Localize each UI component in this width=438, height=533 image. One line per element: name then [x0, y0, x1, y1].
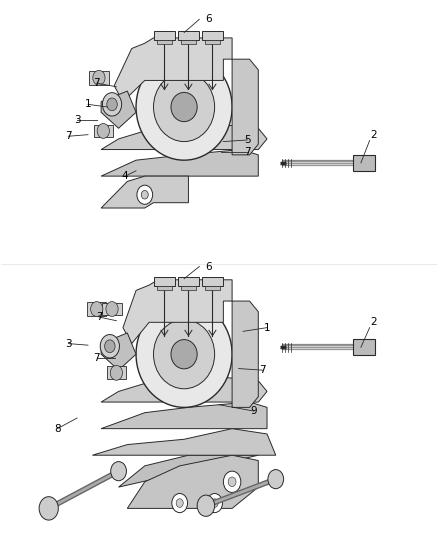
Circle shape [105, 340, 115, 353]
Text: 6: 6 [205, 14, 212, 25]
Circle shape [111, 462, 127, 481]
Polygon shape [101, 402, 267, 429]
Ellipse shape [153, 320, 215, 389]
Circle shape [107, 98, 117, 111]
Text: 4: 4 [122, 171, 128, 181]
Bar [178, 277, 199, 286]
Circle shape [97, 124, 110, 139]
Bar [94, 125, 113, 138]
Text: 3: 3 [74, 115, 81, 125]
Bar [156, 286, 172, 290]
Bar [102, 303, 122, 316]
Polygon shape [101, 123, 267, 150]
Text: 7: 7 [65, 131, 72, 141]
Polygon shape [92, 429, 276, 455]
Polygon shape [101, 176, 188, 208]
Circle shape [39, 497, 58, 520]
Bar [353, 340, 375, 356]
Text: 6: 6 [205, 262, 212, 271]
Bar [154, 277, 175, 286]
Polygon shape [101, 150, 258, 176]
Text: 7: 7 [244, 147, 251, 157]
Text: 5: 5 [244, 135, 251, 145]
Polygon shape [101, 333, 136, 370]
Text: 7: 7 [93, 353, 100, 363]
Bar [180, 40, 196, 44]
Ellipse shape [171, 92, 197, 122]
Bar [202, 31, 223, 39]
Circle shape [141, 190, 148, 199]
Text: 7: 7 [93, 78, 100, 88]
Bar [205, 40, 220, 44]
Circle shape [176, 499, 183, 507]
Bar [178, 31, 199, 39]
Ellipse shape [171, 340, 197, 369]
Polygon shape [232, 301, 258, 407]
Bar [89, 71, 109, 85]
Bar [87, 302, 106, 316]
Text: 2: 2 [371, 317, 377, 327]
Ellipse shape [136, 54, 232, 160]
Bar [180, 286, 196, 290]
Text: 3: 3 [65, 338, 72, 349]
Circle shape [106, 302, 118, 317]
Circle shape [137, 185, 152, 204]
Circle shape [102, 93, 122, 116]
Bar [154, 31, 175, 39]
Bar [156, 40, 172, 44]
Circle shape [100, 335, 120, 358]
Bar [202, 277, 223, 286]
Text: 9: 9 [251, 406, 257, 416]
Polygon shape [232, 59, 258, 155]
Polygon shape [119, 455, 258, 487]
Circle shape [91, 302, 103, 317]
Circle shape [228, 477, 236, 487]
Polygon shape [101, 375, 267, 402]
Text: 7: 7 [95, 312, 102, 322]
Text: 7: 7 [259, 365, 266, 375]
Circle shape [268, 470, 284, 489]
Polygon shape [127, 455, 258, 508]
Circle shape [223, 471, 241, 492]
Circle shape [211, 499, 218, 507]
Circle shape [93, 70, 105, 85]
Circle shape [207, 494, 223, 513]
Ellipse shape [153, 72, 215, 142]
Polygon shape [123, 280, 232, 344]
Text: 8: 8 [54, 424, 61, 434]
Circle shape [172, 494, 187, 513]
Text: 2: 2 [371, 130, 377, 140]
Polygon shape [114, 38, 232, 102]
Text: 1: 1 [85, 99, 92, 109]
Ellipse shape [136, 301, 232, 407]
Circle shape [197, 495, 215, 516]
Bar [353, 155, 375, 171]
Polygon shape [101, 91, 136, 128]
Text: 1: 1 [264, 322, 270, 333]
Bar [107, 367, 126, 379]
Bar [205, 286, 220, 290]
Circle shape [110, 366, 123, 380]
